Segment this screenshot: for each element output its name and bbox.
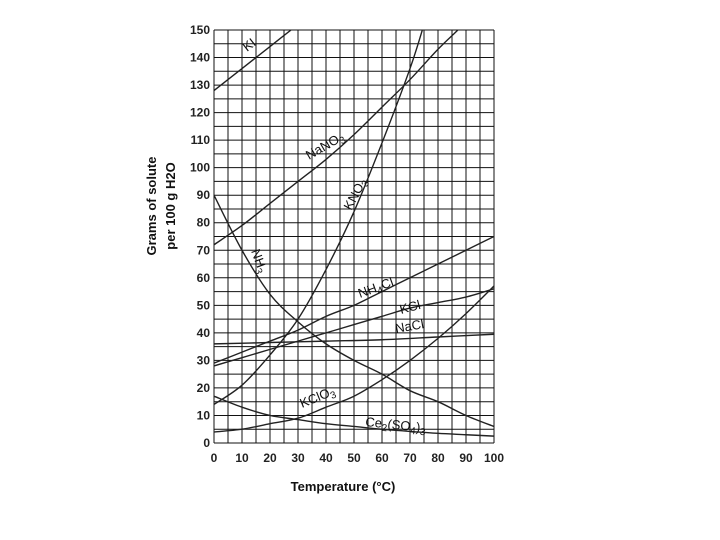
x-tick-label: 90 <box>459 451 473 465</box>
chart-curves <box>214 30 494 437</box>
y-tick-label: 110 <box>191 133 211 147</box>
y-tick-label: 10 <box>197 408 211 422</box>
x-tick-label: 0 <box>211 451 218 465</box>
y-tick-label: 100 <box>190 161 210 175</box>
y-tick-label: 20 <box>197 381 211 395</box>
y-tick-label: 0 <box>203 436 210 450</box>
series-line-ki <box>214 30 293 92</box>
x-tick-label: 70 <box>403 451 417 465</box>
x-tick-label: 10 <box>235 451 249 465</box>
y-tick-label: 140 <box>190 51 210 65</box>
series-line-kno3 <box>214 30 424 406</box>
x-axis-label: Temperature (°C) <box>291 479 396 494</box>
y-tick-label: 150 <box>190 23 210 37</box>
x-tick-label: 30 <box>291 451 305 465</box>
chart-grid <box>213 29 495 444</box>
series-line-nh4cl <box>214 235 494 364</box>
label-kcl: KCl <box>398 297 422 317</box>
y-tick-label: 130 <box>190 78 210 92</box>
series-line-nacl <box>214 333 494 345</box>
y-axis-label-line2: per 100 g H2O <box>163 162 178 249</box>
y-tick-label: 90 <box>197 188 211 202</box>
x-tick-label: 60 <box>375 451 389 465</box>
series-line-kclo3 <box>214 285 494 433</box>
label-nacl: NaCl <box>394 316 425 336</box>
series-line-nano3 <box>214 30 459 246</box>
y-tick-label: 50 <box>197 298 211 312</box>
series-line-kcl <box>214 288 494 367</box>
x-tick-label: 40 <box>319 451 333 465</box>
x-tick-label: 100 <box>484 451 504 465</box>
y-axis-label-line1: Grams of solute <box>144 157 159 256</box>
chart-tick-labels: 0 10 20 30 40 50 60 70 80 90 100 0 10 20 30 40 50 60 70 80 9… <box>190 23 504 465</box>
label-nh4cl: NH4Cl <box>356 274 397 303</box>
series-line-nh3 <box>214 194 494 428</box>
y-tick-label: 120 <box>190 106 210 120</box>
series-line-ce2so43 <box>214 395 494 437</box>
x-tick-label: 80 <box>431 451 445 465</box>
x-tick-label: 50 <box>347 451 361 465</box>
y-tick-label: 40 <box>197 326 211 340</box>
y-tick-label: 30 <box>197 353 211 367</box>
y-tick-label: 80 <box>197 216 211 230</box>
x-tick-label: 20 <box>263 451 277 465</box>
y-tick-label: 60 <box>197 271 211 285</box>
y-tick-label: 70 <box>197 243 211 257</box>
